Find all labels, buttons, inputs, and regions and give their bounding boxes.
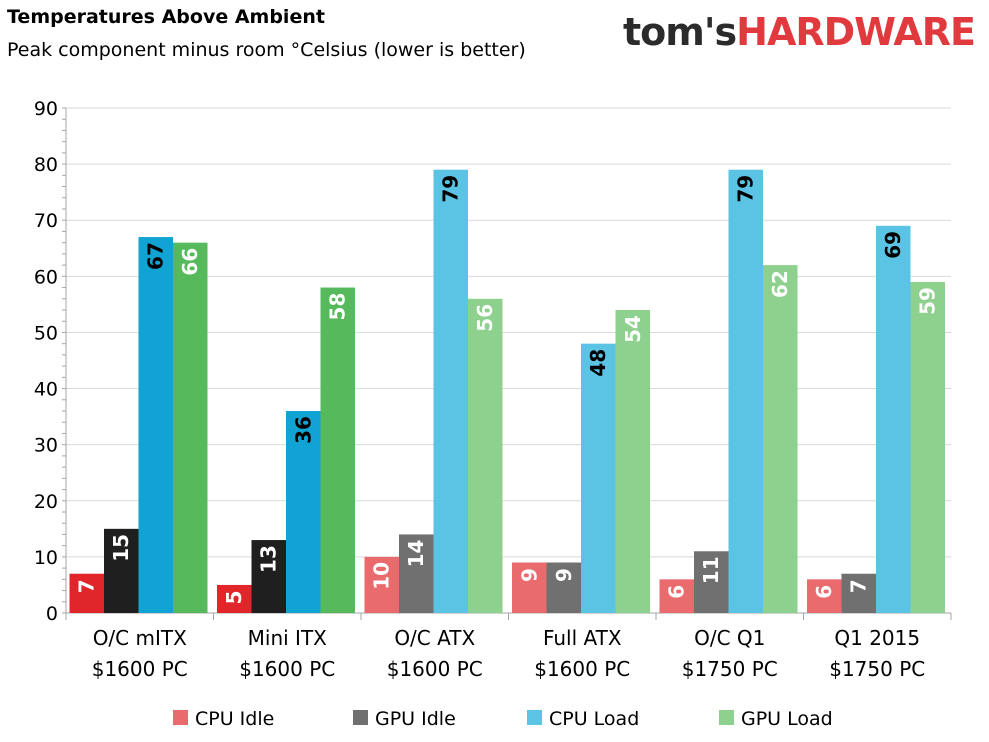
logo-part1: tom's: [623, 10, 737, 54]
bar: [841, 573, 876, 613]
bar: [69, 573, 104, 613]
data-label: 48: [586, 349, 610, 377]
bar: [217, 584, 252, 613]
data-label: 56: [473, 304, 497, 332]
x-category-label: $1750 PC: [829, 657, 925, 681]
legend-swatch: [173, 710, 188, 725]
bar: [399, 534, 434, 613]
bar: [104, 528, 139, 613]
legend-swatch: [527, 710, 542, 725]
y-tick-label: 10: [34, 547, 58, 569]
y-tick-label: 70: [34, 210, 58, 232]
x-category-label: $1600 PC: [534, 657, 630, 681]
bar: [694, 551, 729, 613]
data-label: 59: [916, 287, 940, 315]
x-category-label: O/C ATX: [394, 626, 475, 650]
data-label: 5: [222, 590, 246, 604]
x-category-label: Full ATX: [543, 626, 622, 650]
y-tick-label: 30: [34, 435, 58, 457]
data-label: 7: [847, 579, 871, 593]
y-tick-label: 20: [34, 491, 58, 513]
y-tick-label: 90: [34, 98, 58, 120]
data-label: 36: [291, 416, 315, 444]
bar: [659, 579, 694, 613]
logo-part2: HARDWARE: [736, 10, 976, 54]
data-label: 9: [517, 568, 541, 582]
data-label: 13: [257, 545, 281, 573]
bar: [433, 169, 468, 613]
x-category-label: Mini ITX: [248, 626, 328, 650]
bar: [173, 242, 208, 613]
y-tick-label: 50: [34, 322, 58, 344]
x-category-label: O/C Q1: [694, 626, 765, 650]
bar: [581, 343, 616, 613]
bar: [728, 169, 763, 613]
bar: [763, 265, 798, 613]
data-label: 62: [768, 270, 792, 298]
data-label: 7: [75, 579, 99, 593]
bar: [468, 298, 503, 613]
x-category-label: Q1 2015: [834, 626, 920, 650]
y-tick-label: 0: [46, 603, 58, 625]
x-category-label: $1600 PC: [239, 657, 335, 681]
data-label: 58: [326, 293, 350, 321]
data-label: 9: [552, 568, 576, 582]
bar: [807, 579, 842, 613]
data-label: 6: [665, 585, 689, 599]
data-label: 6: [812, 585, 836, 599]
data-label: 69: [881, 231, 905, 259]
x-category-label: $1750 PC: [682, 657, 778, 681]
data-label: 79: [734, 175, 758, 203]
legend-swatch: [353, 710, 368, 725]
bar: [546, 562, 581, 613]
data-label: 11: [699, 556, 723, 584]
legend-label: CPU Idle: [195, 708, 274, 730]
x-category-label: O/C mITX: [93, 626, 187, 650]
chart-title: Temperatures Above Ambient: [7, 6, 325, 28]
y-tick-label: 40: [34, 379, 58, 401]
bar: [286, 411, 321, 613]
bar: [364, 556, 399, 613]
chart-subtitle: Peak component minus room °Celsius (lowe…: [7, 39, 526, 61]
data-label: 67: [144, 242, 168, 270]
bar: [876, 225, 911, 614]
bar: [512, 562, 547, 613]
data-label: 79: [439, 175, 463, 203]
data-label: 14: [404, 540, 428, 568]
data-label: 54: [621, 315, 645, 343]
legend-label: GPU Idle: [375, 708, 456, 730]
data-label: 66: [178, 248, 202, 276]
bar: [615, 310, 650, 613]
y-tick-label: 80: [34, 154, 58, 176]
legend-swatch: [719, 710, 734, 725]
data-label: 10: [370, 562, 394, 590]
x-category-label: $1600 PC: [92, 657, 188, 681]
toms-hardware-logo: tom'sHARDWARE: [623, 10, 976, 54]
data-label: 15: [109, 534, 133, 562]
bar: [138, 237, 173, 614]
bar: [910, 281, 945, 613]
legend-label: GPU Load: [741, 708, 833, 730]
bar: [251, 540, 286, 613]
bar: [320, 287, 355, 613]
x-category-label: $1600 PC: [387, 657, 483, 681]
y-tick-label: 60: [34, 266, 58, 288]
legend-label: CPU Load: [549, 708, 639, 730]
